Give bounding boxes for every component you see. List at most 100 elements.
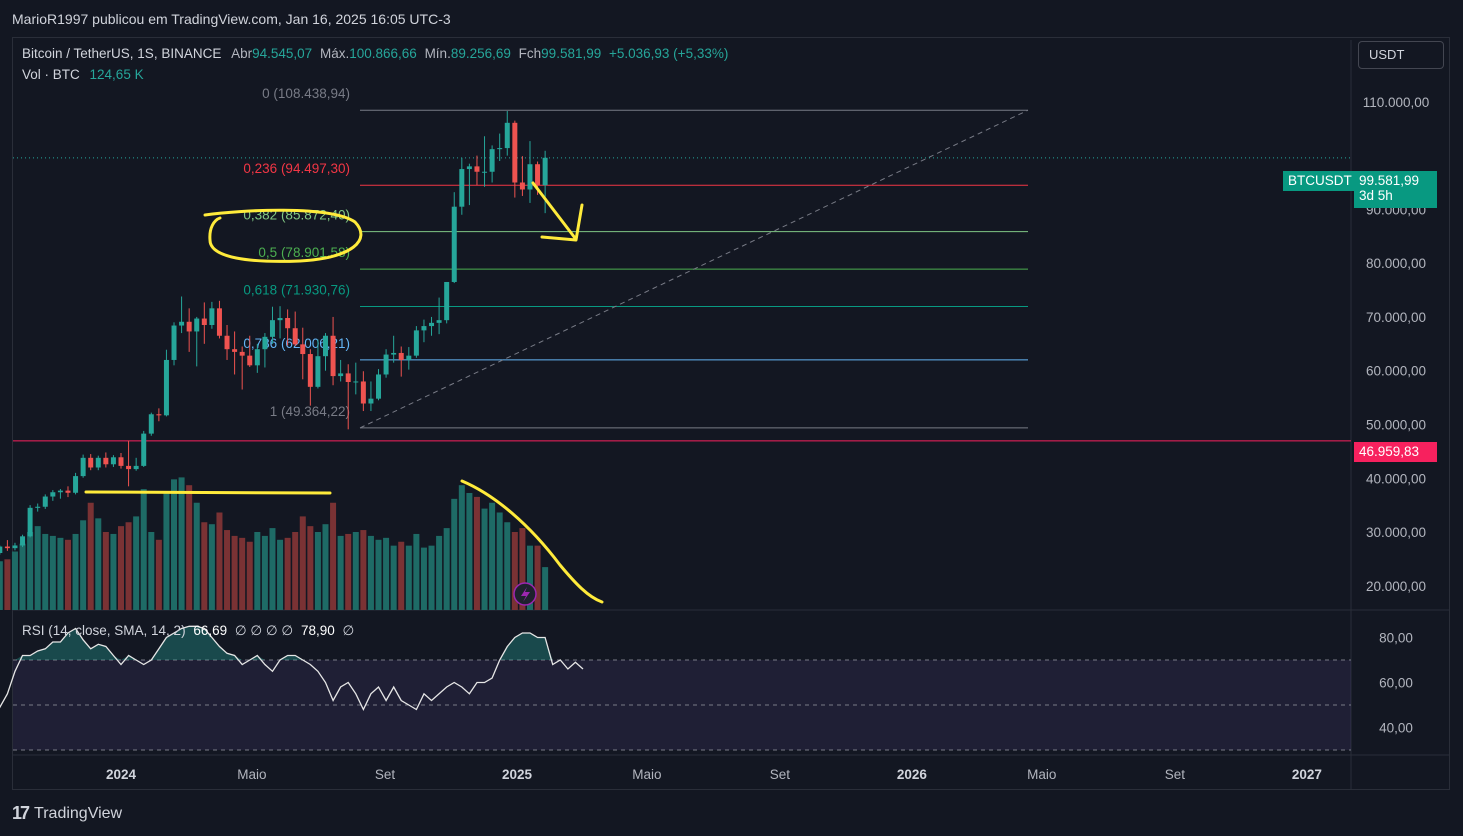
volume-bar <box>405 545 412 610</box>
volume-bar <box>261 535 268 610</box>
candle-body <box>315 356 321 387</box>
candle-body <box>338 373 344 377</box>
candle-body <box>133 465 139 470</box>
volume-bar <box>284 537 291 610</box>
volume-bar <box>337 535 344 610</box>
volume-bar <box>383 537 390 610</box>
candle-body <box>42 496 48 507</box>
volume-bar <box>443 528 450 610</box>
volume-bar <box>277 539 284 610</box>
volume-bar <box>519 528 526 610</box>
volume-bar <box>163 493 170 610</box>
fib-trend-line <box>359 109 1029 429</box>
candle-body <box>179 321 185 326</box>
candle-body <box>322 335 328 357</box>
candle-body <box>194 318 200 332</box>
x-tick-label: Maio <box>632 767 661 782</box>
y-tick-label: 110.000,00 <box>1363 95 1430 110</box>
volume-bar <box>87 502 94 610</box>
volume-bar <box>496 512 503 610</box>
y-tick-label: 60.000,00 <box>1366 364 1426 379</box>
x-tick-label: Maio <box>237 767 266 782</box>
volume-bar <box>239 537 246 610</box>
candle-body <box>413 330 419 356</box>
legend-volume: Vol · BTC 124,65 K <box>22 67 144 82</box>
chart-frame <box>12 37 1450 790</box>
volume-bar <box>42 533 49 610</box>
y-tick-label: 40.000,00 <box>1366 471 1426 486</box>
candle-body <box>57 490 63 493</box>
rsi-y-tick-label: 80,00 <box>1379 631 1413 646</box>
y-tick-label: 70.000,00 <box>1366 310 1426 325</box>
y-tick-label: 80.000,00 <box>1366 256 1426 271</box>
volume-bar <box>526 545 533 610</box>
legend-open-label: Abr <box>231 46 253 61</box>
volume-bar <box>299 516 306 610</box>
fib-level-label: 0,236 (94.497,30) <box>243 161 350 176</box>
candle-body <box>391 352 397 355</box>
volume-bar <box>352 532 359 610</box>
rsi-label[interactable]: RSI (14, close, SMA, 14, 2) <box>22 623 186 638</box>
annotation-support-line <box>84 490 332 495</box>
y-tick-label: 50.000,00 <box>1366 417 1426 432</box>
fib-level-label: 0 (108.438,94) <box>262 86 350 101</box>
volume-bar <box>451 498 458 610</box>
x-tick-label: 2024 <box>106 767 137 782</box>
candle-body <box>269 320 275 337</box>
volume-bar <box>330 502 337 610</box>
volume-bar <box>11 551 18 610</box>
candle-body <box>474 166 480 172</box>
x-tick-label: 2026 <box>897 767 928 782</box>
candle-body <box>148 414 154 434</box>
volume-bar <box>360 530 367 610</box>
volume-bar <box>542 567 549 610</box>
legend-symbol[interactable]: Bitcoin / TetherUS, 1S, BINANCE <box>22 46 222 61</box>
volume-bar <box>72 533 79 610</box>
candle-body <box>209 308 215 325</box>
y-tick-label: 30.000,00 <box>1366 525 1426 540</box>
rsi-legend: RSI (14, close, SMA, 14, 2) 66,69 ∅ ∅ ∅ … <box>22 623 354 639</box>
volume-bar <box>246 541 253 610</box>
candle-body <box>444 281 450 321</box>
candle-body <box>232 349 238 352</box>
volume-bar <box>254 532 261 610</box>
candle-body <box>353 381 359 383</box>
volume-bar <box>390 545 397 610</box>
candle-body <box>201 318 207 325</box>
y-tick-label: 20.000,00 <box>1366 579 1426 594</box>
candle-body <box>50 492 56 497</box>
volume-bar <box>413 533 420 610</box>
volume-bar <box>110 533 117 610</box>
candle-body <box>482 171 488 173</box>
volume-bar <box>178 477 185 610</box>
horizontal-line-price-tag: 46.959,83 <box>1354 442 1437 462</box>
legend-close: 99.581,99 <box>541 46 602 61</box>
rsi-value: 66,69 <box>193 623 228 638</box>
volume-bar <box>80 520 87 610</box>
volume-bar <box>201 522 208 610</box>
candle-body <box>0 546 3 553</box>
volume-bar <box>292 532 299 610</box>
candle-body <box>126 465 132 470</box>
rsi-tail-null: ∅ <box>342 623 355 638</box>
last-price-value: 99.581,99 <box>1359 173 1420 188</box>
x-tick-label: 2027 <box>1292 767 1322 782</box>
candle-body <box>95 457 101 468</box>
currency-unit-button[interactable]: USDT <box>1358 41 1444 69</box>
volume-bar <box>481 508 488 610</box>
x-tick-label: 2025 <box>502 767 533 782</box>
volume-bar <box>511 532 518 610</box>
candle-body <box>110 457 116 465</box>
volume-bar <box>140 489 147 610</box>
candle-body <box>292 328 298 345</box>
volume-bar <box>504 522 511 610</box>
candle-body <box>383 354 389 375</box>
volume-bar <box>171 479 178 610</box>
rsi-y-tick-label: 60,00 <box>1379 676 1413 691</box>
volume-bar <box>216 512 223 610</box>
rsi-overbought-fill <box>0 626 583 660</box>
tradingview-logo[interactable]: 17 TradingView <box>12 803 122 824</box>
fib-level-label: 1 (49.364,22) <box>270 404 350 419</box>
candle-body <box>4 546 10 549</box>
